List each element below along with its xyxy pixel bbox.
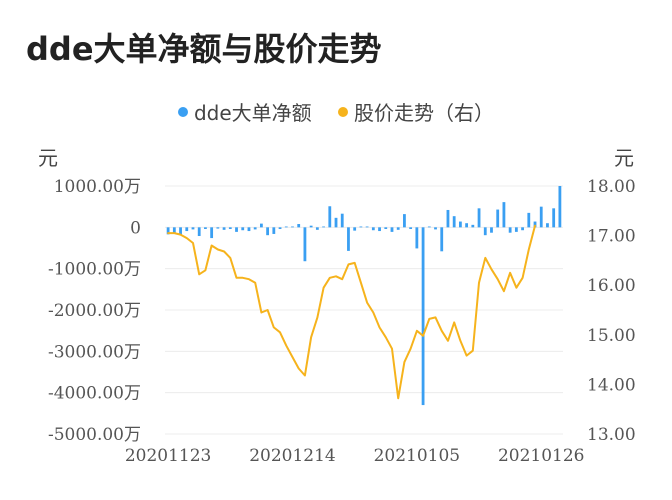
bar bbox=[315, 227, 319, 230]
bar bbox=[371, 227, 375, 231]
bar bbox=[390, 227, 394, 232]
bar bbox=[340, 213, 344, 228]
bar bbox=[502, 202, 506, 228]
bar bbox=[259, 223, 263, 228]
bar bbox=[334, 217, 338, 228]
bar bbox=[185, 227, 189, 232]
bar bbox=[204, 227, 207, 229]
bar bbox=[284, 226, 288, 228]
y-right-tick-label: 15.00 bbox=[587, 326, 636, 346]
y-right-tick-label: 13.00 bbox=[587, 425, 636, 445]
y-left-tick-label: 1000.00万 bbox=[54, 177, 141, 197]
bar bbox=[303, 227, 307, 262]
bar bbox=[166, 227, 170, 235]
bar bbox=[552, 208, 556, 228]
legend-bar-label: dde大单净额 bbox=[193, 101, 312, 125]
y-right-tick-label: 14.00 bbox=[587, 375, 636, 395]
bar bbox=[446, 209, 450, 228]
x-tick-label: 20210105 bbox=[374, 446, 461, 466]
y-left-tick-label: -2000.00万 bbox=[48, 301, 141, 321]
bar bbox=[272, 227, 276, 234]
bar bbox=[409, 227, 413, 229]
legend-line-label: 股价走势（右） bbox=[354, 101, 495, 125]
x-tick-label: 20201123 bbox=[125, 446, 212, 466]
legend-item-bar[interactable]: dde大单净额 bbox=[177, 97, 312, 126]
bar bbox=[539, 206, 543, 228]
bar bbox=[235, 227, 238, 232]
bar bbox=[328, 206, 332, 228]
bar bbox=[384, 227, 388, 229]
y-left-tick-label: -3000.00万 bbox=[48, 342, 141, 362]
bar bbox=[558, 186, 562, 228]
bar bbox=[378, 227, 381, 232]
bar bbox=[309, 225, 313, 228]
chart-title: dde大单净额与股价走势 bbox=[26, 30, 382, 68]
bar bbox=[490, 227, 493, 233]
y-right-tick-label: 17.00 bbox=[587, 227, 636, 247]
bar bbox=[527, 212, 531, 228]
bar bbox=[291, 226, 294, 228]
bar bbox=[483, 227, 487, 236]
bar bbox=[191, 227, 195, 230]
legend: dde大单净额 股价走势（右） bbox=[0, 97, 672, 126]
bar bbox=[440, 227, 444, 252]
x-tick-label: 20201214 bbox=[249, 446, 336, 466]
bar bbox=[396, 227, 400, 230]
y-left-tick-label: -4000.00万 bbox=[48, 384, 141, 404]
bar bbox=[222, 227, 226, 230]
y-left-tick-label: -1000.00万 bbox=[48, 260, 141, 280]
bar bbox=[353, 227, 357, 231]
bar bbox=[458, 221, 462, 228]
bar bbox=[172, 227, 176, 234]
bar bbox=[477, 208, 481, 228]
bar bbox=[508, 227, 512, 233]
bar bbox=[533, 221, 537, 228]
bar bbox=[297, 224, 301, 228]
right-axis-unit: 元 bbox=[614, 146, 634, 170]
bar bbox=[427, 226, 431, 228]
bar bbox=[322, 226, 325, 228]
legend-item-line[interactable]: 股价走势（右） bbox=[338, 97, 494, 126]
bar bbox=[266, 227, 270, 236]
bar bbox=[514, 227, 518, 232]
bar bbox=[421, 227, 425, 406]
bar bbox=[452, 216, 456, 228]
bar bbox=[228, 227, 232, 229]
x-tick-label: 20210126 bbox=[498, 446, 585, 466]
y-left-tick-label: -5000.00万 bbox=[48, 425, 141, 445]
bar bbox=[434, 227, 437, 230]
bar bbox=[465, 223, 469, 228]
bar bbox=[241, 227, 245, 231]
bar bbox=[216, 227, 220, 229]
y-right-tick-label: 16.00 bbox=[587, 276, 636, 296]
bar bbox=[496, 209, 500, 228]
bar bbox=[210, 227, 214, 239]
bar bbox=[403, 214, 406, 228]
y-right-tick-label: 18.00 bbox=[587, 177, 636, 197]
bar bbox=[197, 227, 201, 237]
bar bbox=[546, 223, 549, 228]
bar bbox=[415, 227, 419, 249]
legend-bar-swatch bbox=[177, 106, 188, 117]
bar bbox=[365, 226, 369, 228]
left-axis-unit: 元 bbox=[38, 146, 58, 170]
bar bbox=[471, 224, 475, 228]
bar bbox=[179, 227, 182, 236]
bar bbox=[278, 227, 282, 229]
bar bbox=[253, 227, 257, 230]
price-line bbox=[167, 224, 536, 400]
legend-line-swatch bbox=[338, 106, 349, 117]
bar bbox=[359, 226, 363, 228]
bar bbox=[521, 227, 524, 231]
y-left-tick-label: 0 bbox=[130, 218, 141, 238]
bar bbox=[347, 227, 350, 251]
bar bbox=[247, 227, 251, 232]
